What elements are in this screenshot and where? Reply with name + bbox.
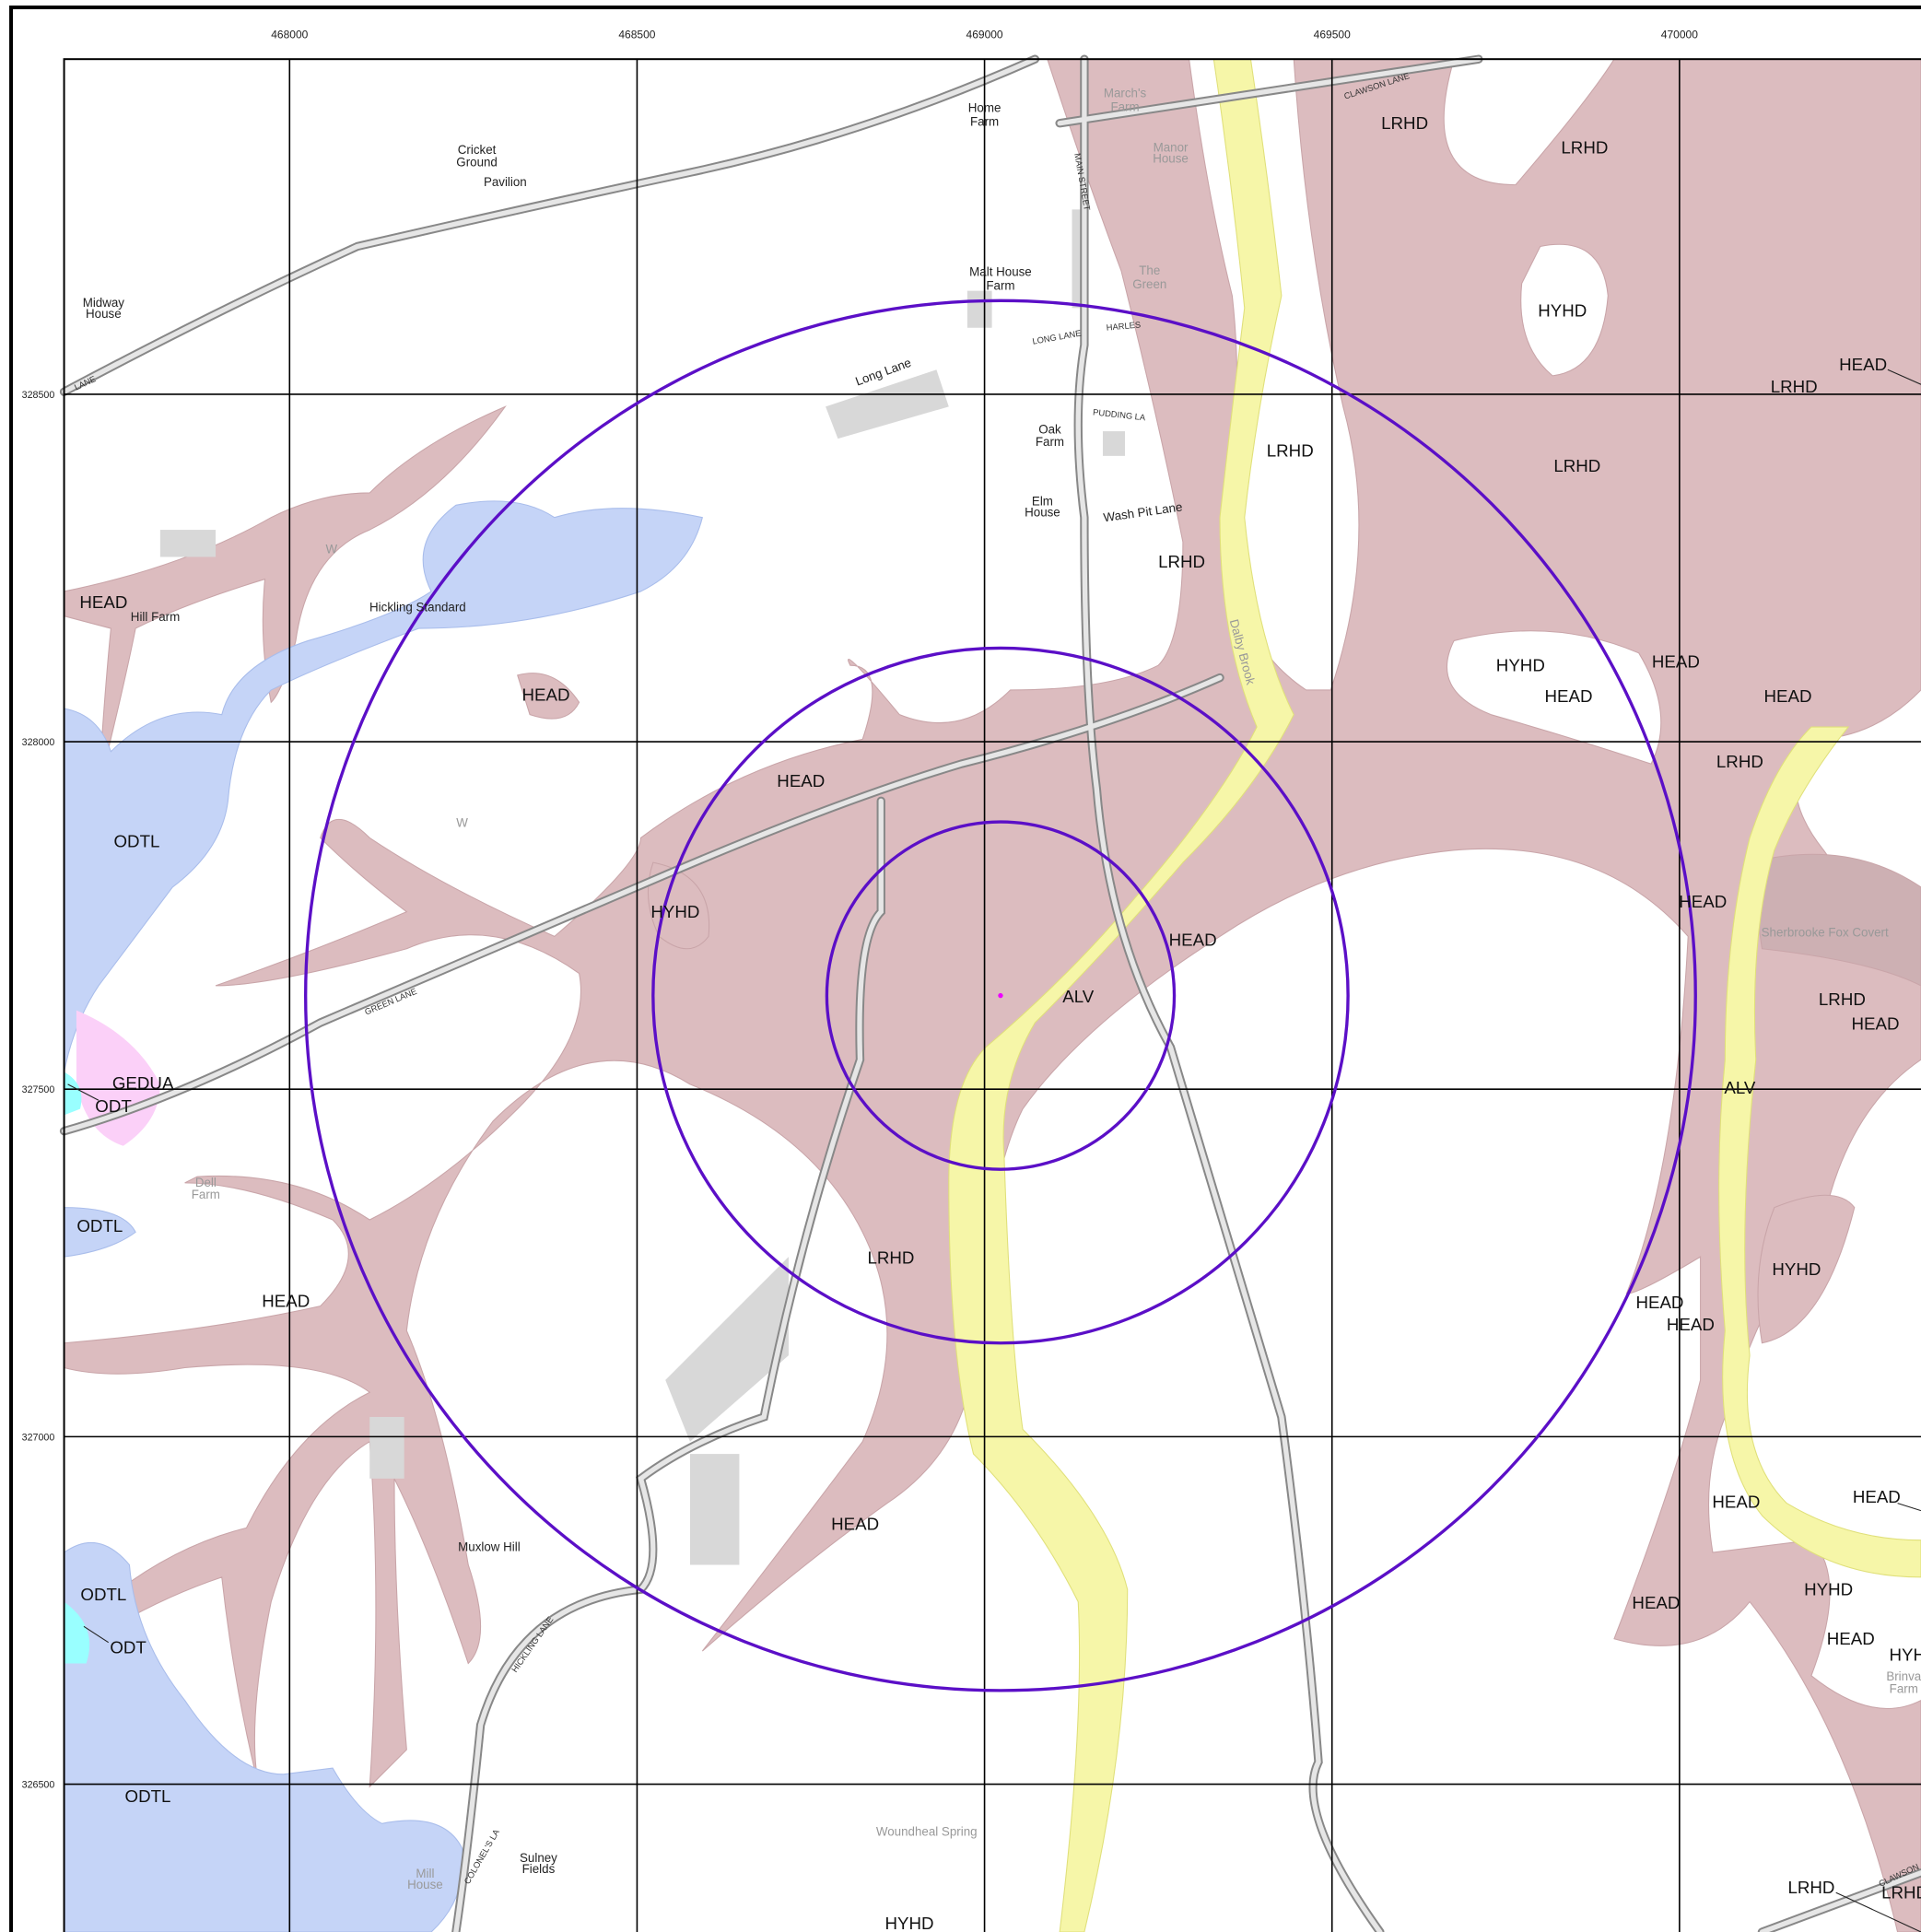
geology-label: HYHD (1538, 300, 1587, 320)
place-label: Cricket Ground (456, 143, 498, 169)
geology-label: LRHD (867, 1248, 914, 1268)
place-labels: Home Farm Cricket Ground Pavilion March's F… (83, 87, 1921, 1892)
geology-label: HYHD (884, 1914, 933, 1932)
place-label: Hickling Standard (369, 600, 466, 614)
geology-label: HYHD (1496, 655, 1545, 674)
northing-label: 327500 (22, 1084, 55, 1095)
geology-label: HEAD (521, 685, 569, 705)
place-label: W (325, 542, 337, 556)
place-label: Midway House (83, 296, 125, 321)
place-label: Sulney Fields (520, 1851, 557, 1876)
place-label: The Green (1132, 263, 1166, 291)
geology-label: HEAD (1712, 1493, 1760, 1512)
made-ground-cyan (64, 1071, 82, 1116)
place-label: Oak Farm (1036, 423, 1064, 449)
geology-label: ODTL (80, 1585, 126, 1604)
northing-label: 328000 (22, 737, 55, 748)
geology-label: LRHD (1381, 113, 1428, 133)
made-ground (76, 1010, 160, 1146)
outer-frame (9, 6, 1921, 1932)
place-label: Elm House (1025, 494, 1060, 519)
geology-label: ODTL (113, 832, 159, 851)
roads (59, 54, 1921, 1932)
buffer-ring (651, 646, 1350, 1345)
geology-label: ALV (1724, 1078, 1756, 1097)
geology-label: HYHD (1772, 1259, 1821, 1279)
geology-label: LRHD (1267, 441, 1314, 461)
geology-label: LRHD (1553, 456, 1600, 475)
place-label: Muxlow Hill (458, 1540, 521, 1554)
geology-label: HEAD (1764, 686, 1812, 706)
place-label: W (456, 815, 468, 829)
geology-label: HEAD (1635, 1293, 1683, 1312)
geology-label: HEAD (1667, 1315, 1715, 1334)
place-label: Hill Farm (131, 610, 180, 624)
geology-label: HYHD (650, 902, 699, 921)
place-label: Manor House (1153, 140, 1189, 165)
geology-label: LRHD (1158, 552, 1205, 571)
geology-label: LRHD (1771, 377, 1818, 396)
geology-label: HEAD (777, 771, 825, 790)
place-label: Malt House Farm (969, 265, 1032, 293)
buildings (159, 209, 1126, 1565)
map-frame (63, 58, 1921, 1932)
place-label: Sherbrooke Fox Covert (1762, 925, 1889, 939)
geology-label: ODTL (125, 1786, 171, 1806)
place-label: Mill House (407, 1867, 443, 1891)
geology-label: HYH (1890, 1645, 1921, 1664)
geology-label: LRHD (1716, 752, 1763, 771)
place-label: Dell Farm (192, 1176, 220, 1201)
geology-label: ALV (1062, 987, 1095, 1006)
northing-label: 328500 (22, 390, 55, 401)
grid: 468000 468500 469000 469500 470000 328500 3280… (22, 28, 1921, 1932)
geology-label: HEAD (1827, 1629, 1875, 1648)
geology-label: LRHD (1561, 138, 1608, 158)
easting-label: 468000 (271, 28, 308, 41)
geology-label: HEAD (1544, 686, 1592, 706)
place-label: Home Farm (968, 101, 1001, 129)
geology-label: HEAD (1853, 1487, 1901, 1506)
geology-label: HEAD (1632, 1593, 1680, 1612)
road-label: HARLES (1106, 320, 1141, 332)
geology-label: LRHD (1787, 1878, 1834, 1897)
geology-label: HEAD (1851, 1014, 1899, 1034)
made-ground-cyan (64, 1601, 90, 1664)
geology-label: LRHD (1819, 989, 1866, 1009)
geology-label: GEDUA (112, 1073, 174, 1093)
geology-label: HEAD (1169, 931, 1217, 950)
geology-label: HEAD (1679, 892, 1727, 911)
geology-label: ODTL (76, 1216, 123, 1235)
buffer-rings (304, 299, 1697, 1692)
label-leaders (67, 369, 1921, 1932)
buffer-ring (304, 299, 1697, 1692)
easting-label: 470000 (1661, 28, 1698, 41)
easting-label: 469500 (1314, 28, 1351, 41)
site-point (998, 992, 1003, 999)
geology-label: HEAD (79, 592, 127, 612)
place-label: March's Farm (1104, 87, 1147, 114)
geology-label: HEAD (1839, 355, 1887, 374)
geology-label: LRHD (1881, 1882, 1921, 1902)
buffer-ring (825, 820, 1177, 1171)
geology-label: HEAD (262, 1292, 310, 1311)
easting-label: 469000 (966, 28, 1003, 41)
place-label: Brinva Farm (1886, 1669, 1921, 1695)
geology (63, 58, 1921, 1932)
place-label: Woundheal Spring (876, 1825, 978, 1839)
geology-label: HEAD (831, 1515, 879, 1534)
geology-label: HYHD (1804, 1579, 1853, 1598)
geology-label: ODT (95, 1096, 132, 1116)
easting-label: 468500 (618, 28, 655, 41)
northing-label: 327000 (22, 1432, 55, 1443)
geology-labels: LRHD LRHD HYHD HEAD LRHD LRHD LRHD LRHD … (76, 113, 1921, 1932)
water-bodies (64, 500, 703, 1932)
place-label: Pavilion (484, 175, 527, 189)
northing-label: 326500 (22, 1780, 55, 1791)
geology-label: HEAD (1652, 651, 1700, 671)
geology-label: ODT (110, 1637, 146, 1657)
